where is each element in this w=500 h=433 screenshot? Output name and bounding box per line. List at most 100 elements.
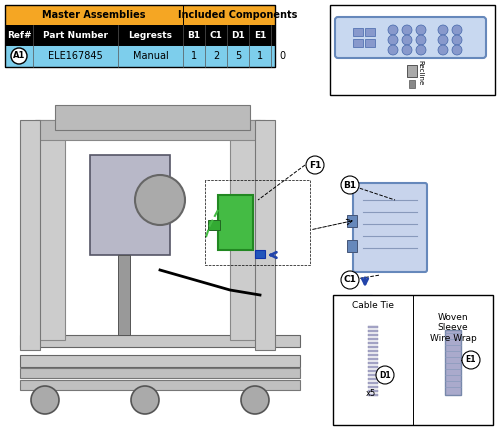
Bar <box>407 65 417 77</box>
Text: Cable Tie: Cable Tie <box>352 301 394 310</box>
Text: Ref#: Ref# <box>7 30 31 39</box>
Text: D1: D1 <box>379 371 391 379</box>
Bar <box>368 385 378 388</box>
Bar <box>20 335 300 347</box>
Circle shape <box>131 386 159 414</box>
Bar <box>35 120 265 140</box>
Bar <box>368 374 378 376</box>
Bar <box>347 240 357 252</box>
Text: F1: F1 <box>309 161 321 169</box>
FancyBboxPatch shape <box>353 183 427 272</box>
Circle shape <box>438 25 448 35</box>
Text: B1: B1 <box>344 181 356 190</box>
Bar <box>368 362 378 364</box>
Circle shape <box>402 45 412 55</box>
Text: 1: 1 <box>257 51 263 61</box>
Circle shape <box>416 45 426 55</box>
Text: F1: F1 <box>276 30 288 39</box>
Text: C1: C1 <box>344 275 356 284</box>
Bar <box>353 28 363 36</box>
Circle shape <box>341 176 359 194</box>
Circle shape <box>416 25 426 35</box>
Bar <box>368 358 378 360</box>
Text: B1: B1 <box>188 30 200 39</box>
Bar <box>368 390 378 392</box>
Bar <box>368 346 378 348</box>
FancyBboxPatch shape <box>335 17 486 58</box>
Circle shape <box>452 45 462 55</box>
Text: Master Assemblies: Master Assemblies <box>42 10 146 20</box>
Text: Woven
Sleeve
Wire Wrap: Woven Sleeve Wire Wrap <box>430 313 476 343</box>
Bar <box>445 330 461 395</box>
Text: ELE167845: ELE167845 <box>48 51 103 61</box>
Bar <box>368 394 378 396</box>
Bar <box>360 295 372 303</box>
Text: E1: E1 <box>466 355 476 365</box>
Bar <box>330 5 495 95</box>
Circle shape <box>388 35 398 45</box>
Bar <box>333 295 493 425</box>
Text: 0: 0 <box>279 51 285 61</box>
Bar <box>35 120 65 340</box>
Circle shape <box>438 45 448 55</box>
Bar <box>368 333 378 336</box>
Bar <box>20 380 300 390</box>
Text: Manual: Manual <box>132 51 168 61</box>
Text: 2: 2 <box>213 51 219 61</box>
Circle shape <box>341 271 359 289</box>
Text: A1: A1 <box>13 52 25 61</box>
Bar <box>20 120 40 350</box>
Bar <box>218 195 253 250</box>
Bar <box>230 120 260 340</box>
Bar <box>368 381 378 384</box>
Text: D1: D1 <box>231 30 245 39</box>
Bar <box>368 369 378 372</box>
Bar <box>368 326 378 328</box>
Text: C1: C1 <box>210 30 222 39</box>
Bar <box>5 5 275 67</box>
Circle shape <box>416 35 426 45</box>
Circle shape <box>402 25 412 35</box>
Bar <box>347 215 357 227</box>
Bar <box>368 378 378 380</box>
Text: Legrests: Legrests <box>128 30 172 39</box>
Text: Included Components: Included Components <box>178 10 298 20</box>
Bar <box>368 353 378 356</box>
Bar <box>5 45 275 67</box>
Circle shape <box>452 25 462 35</box>
Bar <box>20 368 300 378</box>
Text: E1: E1 <box>254 30 266 39</box>
Text: x5: x5 <box>366 388 376 397</box>
Bar <box>368 349 378 352</box>
Bar <box>255 120 275 350</box>
Circle shape <box>135 175 185 225</box>
Circle shape <box>462 351 480 369</box>
Bar <box>118 255 130 335</box>
Circle shape <box>402 35 412 45</box>
Text: Recline: Recline <box>417 60 423 86</box>
Circle shape <box>31 386 59 414</box>
Bar <box>255 250 265 258</box>
Bar <box>20 355 300 367</box>
Circle shape <box>376 366 394 384</box>
Bar <box>409 80 415 88</box>
Circle shape <box>241 386 269 414</box>
Circle shape <box>452 35 462 45</box>
Circle shape <box>11 48 27 64</box>
Bar <box>368 365 378 368</box>
Text: Part Number: Part Number <box>43 30 108 39</box>
Circle shape <box>388 25 398 35</box>
Bar <box>353 39 363 47</box>
Circle shape <box>388 45 398 55</box>
Bar <box>368 337 378 340</box>
Bar <box>5 25 275 45</box>
Circle shape <box>438 35 448 45</box>
Bar <box>55 105 250 130</box>
Bar <box>208 220 220 230</box>
Circle shape <box>306 156 324 174</box>
Bar <box>368 342 378 344</box>
Bar <box>90 155 170 255</box>
Bar <box>365 28 375 36</box>
Bar <box>365 39 375 47</box>
Text: 5: 5 <box>235 51 241 61</box>
